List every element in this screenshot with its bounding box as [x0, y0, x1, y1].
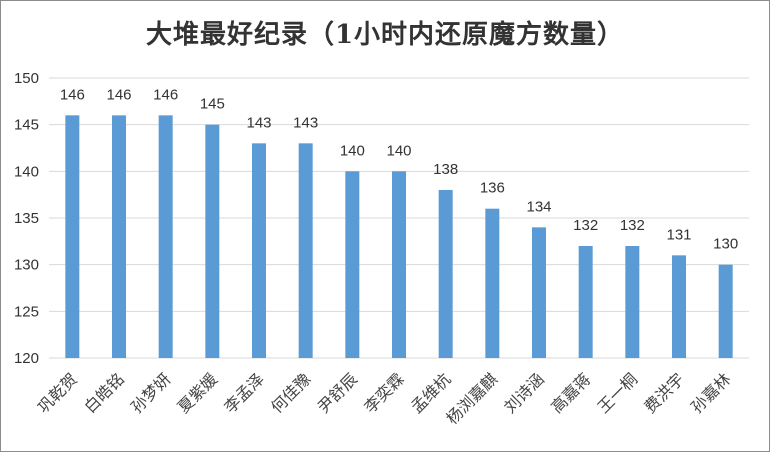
bar: [485, 208, 500, 358]
data-labels: 146 146 146 145 143 143 140 140 138 136 134 132 132 1…: [60, 86, 738, 252]
data-label: 132: [573, 217, 598, 234]
y-tick-label: 145: [14, 117, 39, 134]
bar: [112, 115, 126, 358]
category-label: 李孟泽: [220, 369, 267, 416]
bar: [672, 255, 686, 358]
bar: [438, 190, 453, 358]
data-label: 145: [200, 96, 225, 113]
bar: [392, 171, 406, 358]
category-label: 尹舒辰: [314, 369, 361, 416]
data-label: 138: [433, 161, 458, 178]
bar: [205, 124, 220, 359]
data-label: 136: [480, 180, 505, 197]
bar: [578, 246, 593, 358]
bar: [625, 246, 640, 358]
category-label: 巩乾贺: [34, 369, 81, 416]
data-label: 130: [713, 236, 738, 253]
category-label: 孙梦妍: [127, 369, 174, 416]
bars: [65, 115, 733, 359]
bar: [345, 171, 360, 358]
data-label: 146: [106, 86, 131, 103]
y-tick-label: 140: [14, 163, 39, 180]
category-label: 夏紫媛: [174, 369, 221, 416]
category-label: 何佳豫: [267, 369, 314, 416]
data-label: 143: [293, 114, 318, 131]
data-label: 146: [60, 86, 85, 103]
y-tick-label: 125: [14, 303, 39, 320]
data-label: 140: [386, 142, 411, 159]
chart-title: 大堆最好纪录（1小时内还原魔方数量）: [145, 20, 625, 50]
bar: [298, 143, 313, 358]
category-label: 李奕霖: [360, 369, 407, 416]
data-label: 146: [153, 86, 178, 103]
category-label: 费洪宇: [640, 369, 687, 416]
category-label: 孙嘉林: [687, 369, 734, 416]
bar: [65, 115, 80, 358]
bar: [532, 227, 546, 358]
category-label: 白皓铭: [80, 369, 127, 416]
bar: [252, 143, 266, 358]
y-tick-label: 120: [14, 350, 39, 367]
category-label: 王一桐: [594, 369, 641, 416]
bar: [718, 264, 733, 358]
category-label: 高嘉蒋: [547, 369, 594, 416]
y-tick-label: 135: [14, 210, 39, 227]
data-label: 131: [666, 226, 691, 243]
bar: [158, 115, 173, 358]
data-label: 132: [620, 217, 645, 234]
category-label: 杨浏嘉麒: [442, 369, 501, 428]
category-label: 刘诗涵: [500, 369, 547, 416]
y-tick-label: 130: [14, 257, 39, 274]
data-label: 140: [340, 142, 365, 159]
y-axis-ticks: 120 125 130 135 140 145 150: [14, 70, 39, 367]
data-label: 143: [246, 114, 271, 131]
data-label: 134: [526, 198, 551, 215]
y-tick-label: 150: [14, 70, 39, 87]
